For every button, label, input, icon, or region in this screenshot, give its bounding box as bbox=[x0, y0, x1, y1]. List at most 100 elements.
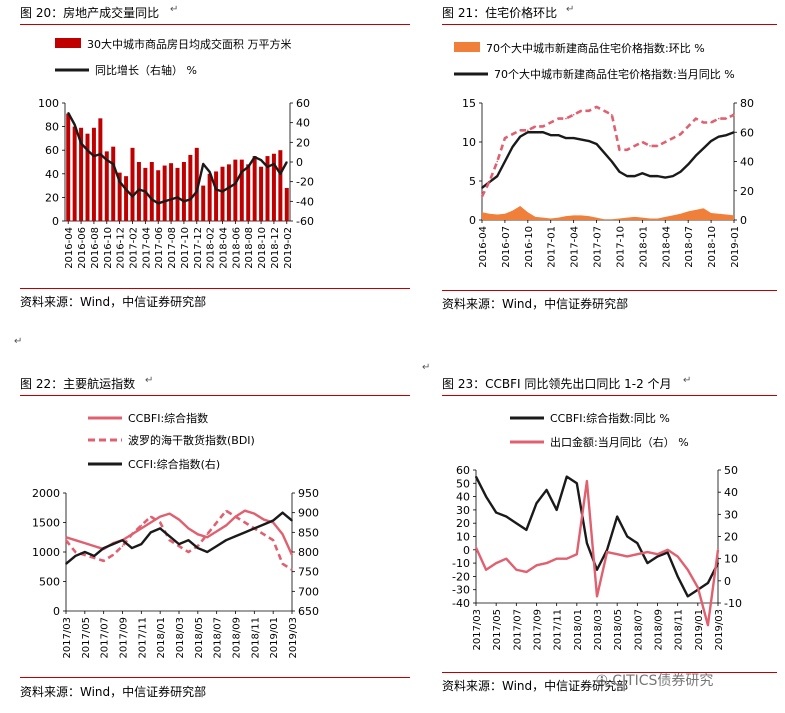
y-tick-label-left: -40 bbox=[452, 597, 470, 610]
data-point bbox=[178, 518, 180, 521]
data-point bbox=[291, 519, 293, 522]
x-tick-label: 2016-04 bbox=[64, 227, 75, 269]
data-point bbox=[176, 196, 179, 199]
data-point bbox=[515, 568, 518, 571]
data-point bbox=[664, 176, 667, 179]
legend-label: CCFI:综合指数(右) bbox=[128, 457, 220, 471]
data-point bbox=[93, 545, 96, 547]
bar bbox=[130, 147, 135, 221]
legend-swatch bbox=[55, 38, 81, 48]
x-tick-label: 2017/07 bbox=[512, 609, 523, 651]
data-point bbox=[679, 133, 682, 135]
data-point bbox=[687, 163, 689, 166]
bar bbox=[181, 162, 186, 221]
y-tick-label-left: 0 bbox=[463, 544, 470, 557]
data-point bbox=[125, 188, 127, 191]
x-tick-label: 2017/03 bbox=[472, 609, 483, 651]
bar bbox=[66, 113, 71, 221]
source-rule-4 bbox=[442, 672, 777, 673]
data-point bbox=[725, 134, 728, 136]
paragraph-mark: ↵ bbox=[566, 4, 575, 15]
data-point bbox=[189, 198, 192, 201]
data-point bbox=[149, 531, 152, 534]
data-point bbox=[565, 557, 568, 560]
data-point bbox=[586, 480, 588, 482]
x-tick-label: 2019/03 bbox=[714, 609, 725, 651]
bar bbox=[91, 127, 96, 221]
data-point bbox=[595, 143, 598, 145]
x-tick-label: 2018-06 bbox=[231, 227, 242, 269]
data-point bbox=[603, 110, 605, 112]
data-point bbox=[606, 551, 608, 553]
data-point bbox=[159, 515, 161, 518]
data-point bbox=[178, 545, 180, 547]
data-point bbox=[656, 553, 659, 556]
data-point bbox=[717, 117, 720, 120]
data-point bbox=[168, 535, 171, 538]
data-point bbox=[187, 539, 190, 541]
data-point bbox=[656, 175, 659, 177]
data-point bbox=[112, 543, 114, 545]
data-point bbox=[636, 542, 639, 544]
y-tick-label-left: 30 bbox=[456, 504, 470, 517]
y-tick-label-left: 5 bbox=[469, 175, 476, 188]
data-point bbox=[244, 521, 246, 524]
data-point bbox=[505, 515, 508, 518]
data-point bbox=[695, 154, 697, 157]
y-tick-label-right: 0 bbox=[296, 156, 303, 169]
data-point bbox=[733, 131, 735, 134]
y-tick-label-right: 800 bbox=[298, 546, 319, 559]
y-tick-label-right: 10 bbox=[724, 553, 738, 566]
data-point bbox=[626, 535, 629, 538]
data-point bbox=[505, 557, 508, 560]
data-point bbox=[102, 547, 105, 549]
y-tick-label-left: 0 bbox=[469, 214, 476, 227]
data-point bbox=[542, 131, 544, 134]
data-point bbox=[215, 188, 217, 191]
source-4: 资料来源：Wind，中信证券研究部 bbox=[442, 679, 629, 693]
data-point bbox=[496, 175, 499, 177]
title-rule-3 bbox=[20, 395, 410, 396]
data-point bbox=[84, 542, 86, 544]
data-point bbox=[240, 171, 243, 173]
y-tick-label-left: 80 bbox=[45, 121, 59, 134]
x-tick-label: 2017/11 bbox=[553, 609, 564, 651]
data-point bbox=[656, 145, 659, 147]
x-tick-label: 2018-04 bbox=[219, 227, 230, 269]
data-point bbox=[131, 547, 133, 549]
y-tick-label-left: 0 bbox=[53, 605, 60, 618]
data-point bbox=[504, 137, 506, 139]
bar bbox=[124, 176, 129, 221]
x-tick-label: 2017-12 bbox=[193, 227, 204, 269]
legend-label: 同比增长（右轴） % bbox=[95, 63, 197, 77]
data-point bbox=[586, 542, 588, 544]
x-tick-label: 2016-10 bbox=[103, 227, 114, 269]
data-point bbox=[102, 560, 105, 562]
data-point bbox=[707, 624, 709, 626]
x-tick-label: 2018/05 bbox=[194, 617, 205, 659]
legend-label: 70个大中城市新建商品住宅价格指数:当月同比 % bbox=[494, 67, 735, 81]
bar bbox=[169, 163, 174, 221]
data-point bbox=[228, 186, 230, 189]
x-tick-label: 2018-10 bbox=[257, 227, 268, 269]
x-tick-label: 2018/11 bbox=[674, 609, 685, 651]
line-series bbox=[480, 105, 735, 198]
data-point bbox=[202, 163, 205, 165]
bar bbox=[214, 171, 219, 221]
data-point bbox=[717, 135, 720, 138]
data-point bbox=[545, 562, 548, 564]
bar bbox=[246, 164, 251, 221]
data-point bbox=[702, 121, 705, 124]
data-point bbox=[168, 512, 171, 515]
bar bbox=[104, 151, 109, 221]
data-point bbox=[535, 564, 538, 567]
x-tick-label: 2017-07 bbox=[593, 226, 604, 268]
data-point bbox=[641, 172, 644, 174]
x-tick-label: 2017-02 bbox=[129, 227, 140, 269]
data-point bbox=[131, 533, 133, 536]
data-point bbox=[626, 149, 628, 151]
bar bbox=[136, 162, 141, 221]
data-point bbox=[121, 539, 124, 541]
data-point bbox=[262, 518, 265, 521]
